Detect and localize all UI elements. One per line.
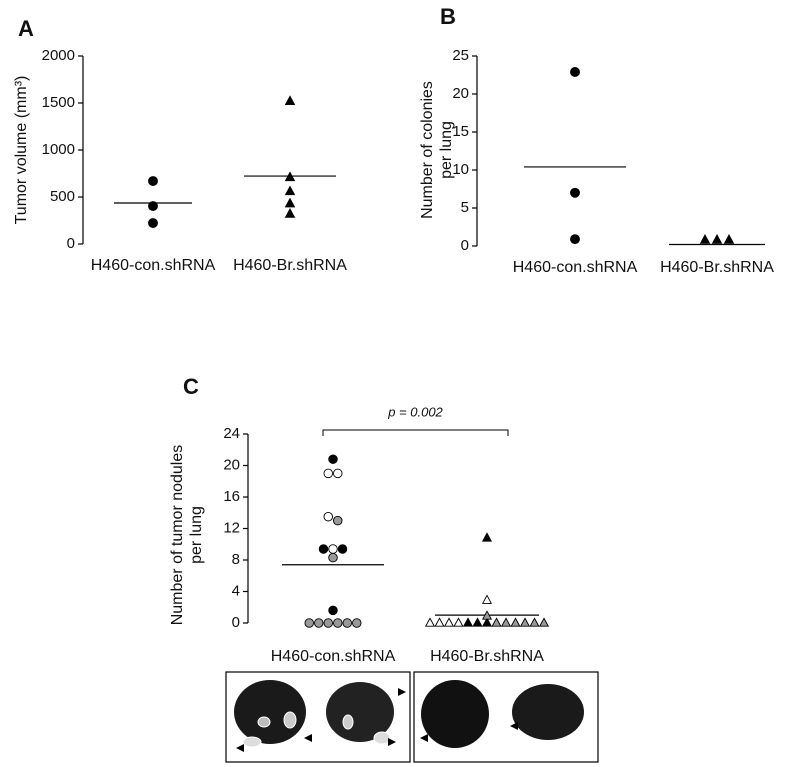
panel-label: C [183,374,199,399]
y-tick-label: 20 [452,85,469,102]
y-axis-label: Tumor volume (mm³) [13,76,30,225]
data-point [491,617,502,627]
y-tick-label: 8 [232,551,240,568]
y-tick-label: 1500 [42,94,75,111]
x-tick-label: H460-con.shRNA [513,259,638,276]
data-point [519,617,531,627]
x-tick-label: H460-Br.shRNA [430,648,544,665]
y-tick-label: 5 [461,199,469,216]
data-point [570,67,580,77]
y-tick-label: 12 [223,519,240,536]
data-point [333,515,343,526]
data-point [529,617,540,627]
panel-label: B [440,4,456,29]
lung-photo [421,680,489,748]
data-point [314,618,324,628]
data-point [323,468,334,479]
data-point [304,618,315,628]
data-point [481,610,493,620]
data-point [323,618,334,628]
p-value: p = 0.002 [387,404,443,419]
data-point [538,617,550,627]
data-point [352,618,362,628]
data-point [284,197,296,208]
data-point [711,234,723,244]
data-point [424,617,436,627]
data-point [342,618,353,628]
y-tick-label: 0 [232,614,240,631]
x-tick-label: H460-con.shRNA [271,648,396,665]
significance-bracket [322,429,509,436]
data-point [500,617,512,627]
data-point [323,511,334,522]
data-point [510,617,521,627]
panel-label: A [18,16,34,41]
nodule [257,716,271,728]
y-axis-label-line: Tumor volume (mm³) [13,76,30,225]
y-tick-label: 2000 [42,47,75,64]
y-axis-label-line: Number of tumor nodules [169,445,186,626]
lung-photo [234,680,306,744]
nodule [242,736,262,748]
data-point [333,618,343,628]
data-point [443,617,455,627]
data-point [328,454,338,464]
x-tick-label: H460-Br.shRNA [660,259,774,276]
y-tick-label: 4 [232,582,240,599]
nodule [373,731,391,745]
data-point [148,218,158,228]
data-point [481,532,493,542]
data-point [333,468,343,479]
data-point [699,234,711,244]
data-point [434,617,445,627]
lung-photo [326,682,394,742]
data-point [453,617,464,627]
y-axis-label: Number of colonies per lung [419,81,455,219]
y-tick-label: 0 [461,237,469,254]
y-axis-label-line: per lung [188,506,205,564]
y-axis-label: Number of tumor nodules per lung [169,445,205,626]
data-point [570,187,580,198]
y-tick-label: 25 [452,47,469,64]
y-tick-label: 10 [452,161,469,178]
data-point [284,208,296,218]
data-point [318,544,329,554]
x-tick-label: H460-Br.shRNA [233,257,347,274]
nodule [342,714,354,730]
y-axis-label-line: per lung [438,121,455,179]
data-point [284,171,296,182]
data-point [337,544,348,554]
data-point [148,201,158,211]
y-tick-label: 15 [452,123,469,140]
x-tick-label: H460-con.shRNA [91,257,216,274]
y-tick-label: 16 [223,488,240,505]
nodule [283,711,297,729]
data-point [284,185,296,196]
data-point [481,594,493,604]
data-point [284,95,296,105]
data-point [148,176,158,186]
data-point [328,605,338,616]
y-axis-label-line: Number of colonies [419,81,436,219]
data-point [328,552,338,563]
data-point [481,617,493,627]
y-tick-label: 500 [50,188,75,205]
lung-photo [512,684,584,740]
data-point [570,234,580,245]
data-point [472,617,483,627]
y-tick-label: 1000 [42,141,75,158]
data-point [723,234,735,244]
data-point [328,544,338,554]
lung-images [225,671,599,763]
y-tick-label: 20 [223,456,240,473]
data-point [462,617,474,627]
y-tick-label: 24 [223,425,240,442]
y-tick-label: 0 [67,235,75,252]
